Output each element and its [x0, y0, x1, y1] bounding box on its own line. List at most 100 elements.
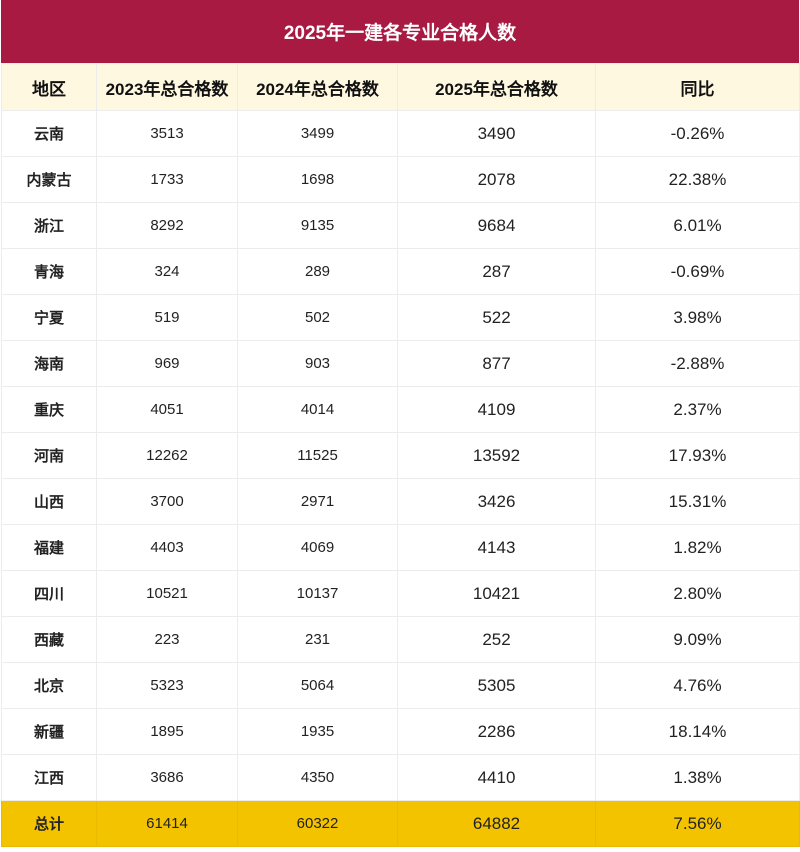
count-2024-cell: 1935: [237, 708, 398, 755]
yoy-cell: 9.09%: [595, 616, 800, 663]
yoy-cell: 1.82%: [595, 524, 800, 571]
yoy-cell: -2.88%: [595, 340, 800, 387]
table-row: 海南 969 903 877 -2.88%: [1, 340, 800, 387]
count-2024-cell: 11525: [237, 432, 398, 479]
count-2023-cell: 61414: [96, 800, 238, 847]
count-2025-cell: 287: [397, 248, 596, 295]
region-cell: 云南: [1, 110, 97, 157]
count-2023-cell: 12262: [96, 432, 238, 479]
count-2023-cell: 4051: [96, 386, 238, 433]
total-row: 总计 61414 60322 64882 7.56%: [1, 800, 800, 847]
header-2023: 2023年总合格数: [96, 63, 238, 111]
region-cell: 浙江: [1, 202, 97, 249]
count-2024-cell: 502: [237, 294, 398, 341]
region-cell: 四川: [1, 570, 97, 617]
yoy-cell: 15.31%: [595, 478, 800, 525]
count-2023-cell: 10521: [96, 570, 238, 617]
count-2025-cell: 2286: [397, 708, 596, 755]
count-2024-cell: 289: [237, 248, 398, 295]
region-cell: 重庆: [1, 386, 97, 433]
table-row: 西藏 223 231 252 9.09%: [1, 616, 800, 663]
header-row: 地区 2023年总合格数 2024年总合格数 2025年总合格数 同比: [1, 63, 800, 111]
header-2024: 2024年总合格数: [237, 63, 398, 111]
count-2023-cell: 1733: [96, 156, 238, 203]
region-cell: 山西: [1, 478, 97, 525]
header-yoy: 同比: [595, 63, 800, 111]
region-cell: 青海: [1, 248, 97, 295]
count-2025-cell: 10421: [397, 570, 596, 617]
yoy-cell: 18.14%: [595, 708, 800, 755]
yoy-cell: 1.38%: [595, 754, 800, 801]
results-table: 地区 2023年总合格数 2024年总合格数 2025年总合格数 同比 云南 35…: [1, 63, 800, 847]
count-2025-cell: 4410: [397, 754, 596, 801]
yoy-cell: 2.37%: [595, 386, 800, 433]
region-cell: 总计: [1, 800, 97, 847]
count-2025-cell: 252: [397, 616, 596, 663]
table-row: 新疆 1895 1935 2286 18.14%: [1, 708, 800, 755]
yoy-cell: 4.76%: [595, 662, 800, 709]
count-2023-cell: 3700: [96, 478, 238, 525]
count-2025-cell: 4143: [397, 524, 596, 571]
count-2024-cell: 903: [237, 340, 398, 387]
count-2024-cell: 231: [237, 616, 398, 663]
count-2024-cell: 4069: [237, 524, 398, 571]
table-row: 宁夏 519 502 522 3.98%: [1, 294, 800, 341]
count-2023-cell: 5323: [96, 662, 238, 709]
yoy-cell: 7.56%: [595, 800, 800, 847]
table-row: 内蒙古 1733 1698 2078 22.38%: [1, 156, 800, 203]
count-2024-cell: 5064: [237, 662, 398, 709]
region-cell: 北京: [1, 662, 97, 709]
count-2024-cell: 9135: [237, 202, 398, 249]
count-2025-cell: 3426: [397, 478, 596, 525]
count-2025-cell: 9684: [397, 202, 596, 249]
count-2024-cell: 60322: [237, 800, 398, 847]
region-cell: 海南: [1, 340, 97, 387]
count-2025-cell: 4109: [397, 386, 596, 433]
table-row: 浙江 8292 9135 9684 6.01%: [1, 202, 800, 249]
count-2024-cell: 1698: [237, 156, 398, 203]
count-2024-cell: 10137: [237, 570, 398, 617]
table-row: 四川 10521 10137 10421 2.80%: [1, 570, 800, 617]
region-cell: 宁夏: [1, 294, 97, 341]
region-cell: 内蒙古: [1, 156, 97, 203]
table-row: 北京 5323 5064 5305 4.76%: [1, 662, 800, 709]
region-cell: 江西: [1, 754, 97, 801]
count-2023-cell: 223: [96, 616, 238, 663]
table-row: 重庆 4051 4014 4109 2.37%: [1, 386, 800, 433]
yoy-cell: -0.69%: [595, 248, 800, 295]
table-title: 2025年一建各专业合格人数: [1, 0, 799, 63]
count-2023-cell: 4403: [96, 524, 238, 571]
count-2024-cell: 2971: [237, 478, 398, 525]
region-cell: 福建: [1, 524, 97, 571]
count-2023-cell: 8292: [96, 202, 238, 249]
count-2023-cell: 969: [96, 340, 238, 387]
region-cell: 新疆: [1, 708, 97, 755]
count-2023-cell: 519: [96, 294, 238, 341]
count-2023-cell: 3686: [96, 754, 238, 801]
table-row: 云南 3513 3499 3490 -0.26%: [1, 110, 800, 157]
header-region: 地区: [1, 63, 97, 111]
count-2023-cell: 1895: [96, 708, 238, 755]
yoy-cell: 6.01%: [595, 202, 800, 249]
yoy-cell: 22.38%: [595, 156, 800, 203]
count-2023-cell: 324: [96, 248, 238, 295]
count-2025-cell: 877: [397, 340, 596, 387]
table-row: 江西 3686 4350 4410 1.38%: [1, 754, 800, 801]
region-cell: 河南: [1, 432, 97, 479]
region-cell: 西藏: [1, 616, 97, 663]
count-2024-cell: 4014: [237, 386, 398, 433]
count-2025-cell: 522: [397, 294, 596, 341]
yoy-cell: 3.98%: [595, 294, 800, 341]
yoy-cell: -0.26%: [595, 110, 800, 157]
count-2025-cell: 5305: [397, 662, 596, 709]
count-2025-cell: 64882: [397, 800, 596, 847]
count-2025-cell: 3490: [397, 110, 596, 157]
yoy-cell: 2.80%: [595, 570, 800, 617]
table-row: 福建 4403 4069 4143 1.82%: [1, 524, 800, 571]
count-2024-cell: 4350: [237, 754, 398, 801]
table-row: 河南 12262 11525 13592 17.93%: [1, 432, 800, 479]
header-2025: 2025年总合格数: [397, 63, 596, 111]
count-2024-cell: 3499: [237, 110, 398, 157]
table-row: 青海 324 289 287 -0.69%: [1, 248, 800, 295]
